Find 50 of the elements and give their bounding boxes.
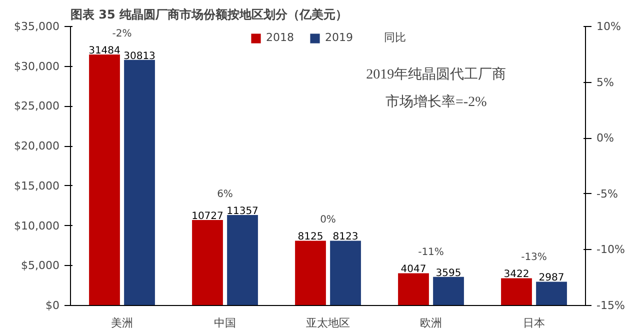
annotation: -2% [112, 28, 132, 40]
y2-tick-label: 5% [596, 76, 614, 89]
annotation: 市场增长率=-2% [386, 94, 488, 110]
bar [501, 278, 532, 306]
y2-tick-label: 10% [596, 20, 621, 33]
text: 同比 [384, 30, 406, 45]
y2-tick-label: -15% [596, 299, 625, 312]
x-tick-label: 美洲 [111, 316, 133, 330]
data-label: 8123 [332, 232, 358, 243]
legend-label: 2018 [266, 31, 294, 44]
y-tick-label: $30,000 [14, 60, 60, 73]
y2-tick-label: -10% [596, 243, 625, 256]
data-label: 8125 [298, 232, 324, 243]
annotation: 0% [320, 214, 336, 226]
data-label: 10727 [192, 210, 224, 222]
x-tick-label: 日本 [523, 316, 545, 330]
x-tick-label: 欧洲 [420, 316, 442, 330]
data-label: 3595 [436, 268, 462, 279]
bar [433, 276, 464, 306]
legend-label: 2019 [325, 31, 353, 44]
y-tick-label: $0 [46, 299, 60, 312]
annotation: -13% [521, 252, 547, 264]
y-tick-label: $5,000 [21, 259, 60, 272]
annotation: 6% [217, 188, 233, 200]
bar [330, 240, 361, 306]
data-label: 31484 [88, 46, 120, 57]
data-label: 3422 [504, 269, 530, 280]
bar [124, 60, 155, 306]
y-tick-label: $10,000 [14, 219, 60, 232]
annotation: 2019年纯晶圆代工厂商 [366, 66, 506, 82]
data-label: 4047 [400, 264, 426, 276]
x-tick-label: 亚太地区 [306, 316, 350, 330]
bar [89, 54, 120, 306]
y2-tick-label: 0% [596, 132, 614, 145]
data-label: 30813 [124, 50, 156, 62]
chart-title: 图表 35 纯晶圆厂商市场份额按地区划分（亿美元） [70, 8, 348, 22]
data-label: 2987 [538, 272, 564, 284]
bar [398, 273, 429, 306]
y-tick-label: $15,000 [14, 179, 60, 192]
bar [227, 214, 258, 306]
annotation: -11% [418, 247, 444, 258]
y-tick-label: $35,000 [14, 20, 60, 33]
y-tick-label: $20,000 [14, 140, 60, 153]
y-tick-label: $25,000 [14, 100, 60, 113]
bar [295, 240, 326, 306]
bar [536, 282, 567, 306]
y2-tick-label: -5% [596, 187, 618, 200]
bar [192, 220, 223, 306]
x-tick-label: 中国 [214, 316, 236, 330]
data-label: 11357 [226, 206, 258, 217]
